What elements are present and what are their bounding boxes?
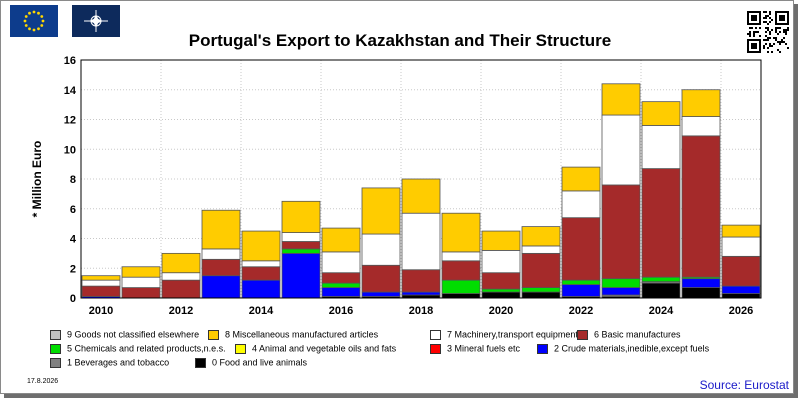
bar-segment	[401, 212, 441, 271]
y-axis-label: * Million Euro	[30, 141, 44, 218]
bar-segment	[681, 135, 721, 278]
bar-segment	[641, 168, 681, 278]
legend-swatch	[208, 329, 219, 340]
bar-segment	[601, 83, 641, 116]
y-tick-label: 2	[70, 263, 76, 275]
bar-segment	[161, 252, 201, 274]
bar-segment	[201, 209, 241, 250]
y-tick-label: 8	[70, 174, 76, 186]
x-tick-label: 2020	[489, 305, 513, 317]
x-tick-label: 2016	[329, 305, 353, 317]
nato-flag-icon	[72, 5, 120, 37]
legend-label: 6 Basic manufactures	[594, 329, 681, 340]
bar-segment	[481, 230, 521, 251]
bar-segment	[81, 275, 121, 281]
legend-label: 7 Machinery,transport equipment	[447, 329, 578, 340]
bar-segment	[521, 252, 561, 288]
qr-code-icon	[747, 11, 789, 58]
legend-label: 5 Chemicals and related products,n.e.s.	[67, 343, 226, 354]
bar-segment	[361, 233, 401, 266]
legend-label: 1 Beverages and tobacco	[67, 357, 170, 368]
legend-label: 8 Miscellaneous manufactured articles	[225, 329, 379, 340]
x-tick-label: 2010	[89, 305, 113, 317]
legend-item: 7 Machinery,transport equipment	[430, 329, 578, 341]
legend-item: 2 Crude materials,inedible,except fuels	[537, 343, 709, 355]
legend-label: 0 Food and live animals	[212, 357, 308, 368]
date-stamp: 17.8.2026	[27, 378, 59, 385]
source-note: Source: Eurostat	[699, 378, 789, 392]
bar-segment	[561, 217, 601, 281]
y-tick-label: 10	[64, 144, 76, 156]
legend-item: 8 Miscellaneous manufactured articles	[208, 329, 378, 341]
y-tick-label: 12	[64, 115, 76, 127]
legend-swatch	[430, 329, 441, 340]
bar-segment	[641, 125, 681, 169]
legend-swatch	[430, 343, 441, 354]
y-tick-label: 0	[70, 293, 76, 305]
bar-segment	[521, 226, 561, 247]
legend-swatch	[50, 357, 61, 368]
y-tick-label: 14	[64, 85, 77, 97]
legend-label: 9 Goods not classified elsewhere	[67, 329, 200, 340]
legend-swatch	[50, 329, 61, 340]
x-tick-label: 2022	[569, 305, 593, 317]
legend-swatch	[195, 357, 206, 368]
legend-label: 4 Animal and vegetable oils and fats	[252, 343, 397, 354]
eu-flag-icon	[10, 5, 58, 37]
bar-segment	[321, 227, 361, 253]
legend-item: 4 Animal and vegetable oils and fats	[235, 343, 396, 355]
x-tick-label: 2026	[729, 305, 753, 317]
legend-label: 3 Mineral fuels etc	[447, 343, 521, 354]
bar-segment	[561, 166, 601, 192]
bar-segment	[241, 230, 281, 262]
legend-swatch	[50, 343, 61, 354]
y-tick-label: 4	[70, 234, 77, 246]
bar-segment	[361, 264, 401, 293]
legend-item: 9 Goods not classified elsewhere	[50, 329, 199, 341]
bar-segment	[681, 89, 721, 117]
bar-segment	[601, 184, 641, 280]
x-tick-label: 2024	[649, 305, 674, 317]
x-tick-label: 2012	[169, 305, 193, 317]
plot-area-border	[80, 59, 762, 299]
bar-segment	[281, 200, 321, 233]
chart-title: Portugal's Export to Kazakhstan and Thei…	[188, 31, 612, 50]
bar-segment	[641, 101, 681, 126]
x-tick-label: 2018	[409, 305, 433, 317]
bar-segment	[121, 266, 161, 278]
bar-segment	[561, 190, 601, 219]
y-tick-label: 6	[70, 204, 76, 216]
legend-item: 1 Beverages and tobacco	[50, 357, 169, 369]
bar-segment	[401, 178, 441, 214]
legend-swatch	[235, 343, 246, 354]
bar-segment	[721, 224, 761, 238]
legend-swatch	[577, 329, 588, 340]
x-tick-label: 2014	[249, 305, 274, 317]
bar-segment	[361, 187, 401, 235]
legend-label: 2 Crude materials,inedible,except fuels	[554, 343, 710, 354]
legend-item: 6 Basic manufactures	[577, 329, 681, 341]
legend-swatch	[537, 343, 548, 354]
legend-item: 3 Mineral fuels etc	[430, 343, 520, 355]
legend-item: 0 Food and live animals	[195, 357, 307, 369]
legend-item: 5 Chemicals and related products,n.e.s.	[50, 343, 226, 355]
y-tick-label: 16	[64, 55, 76, 67]
bar-segment	[441, 212, 481, 253]
